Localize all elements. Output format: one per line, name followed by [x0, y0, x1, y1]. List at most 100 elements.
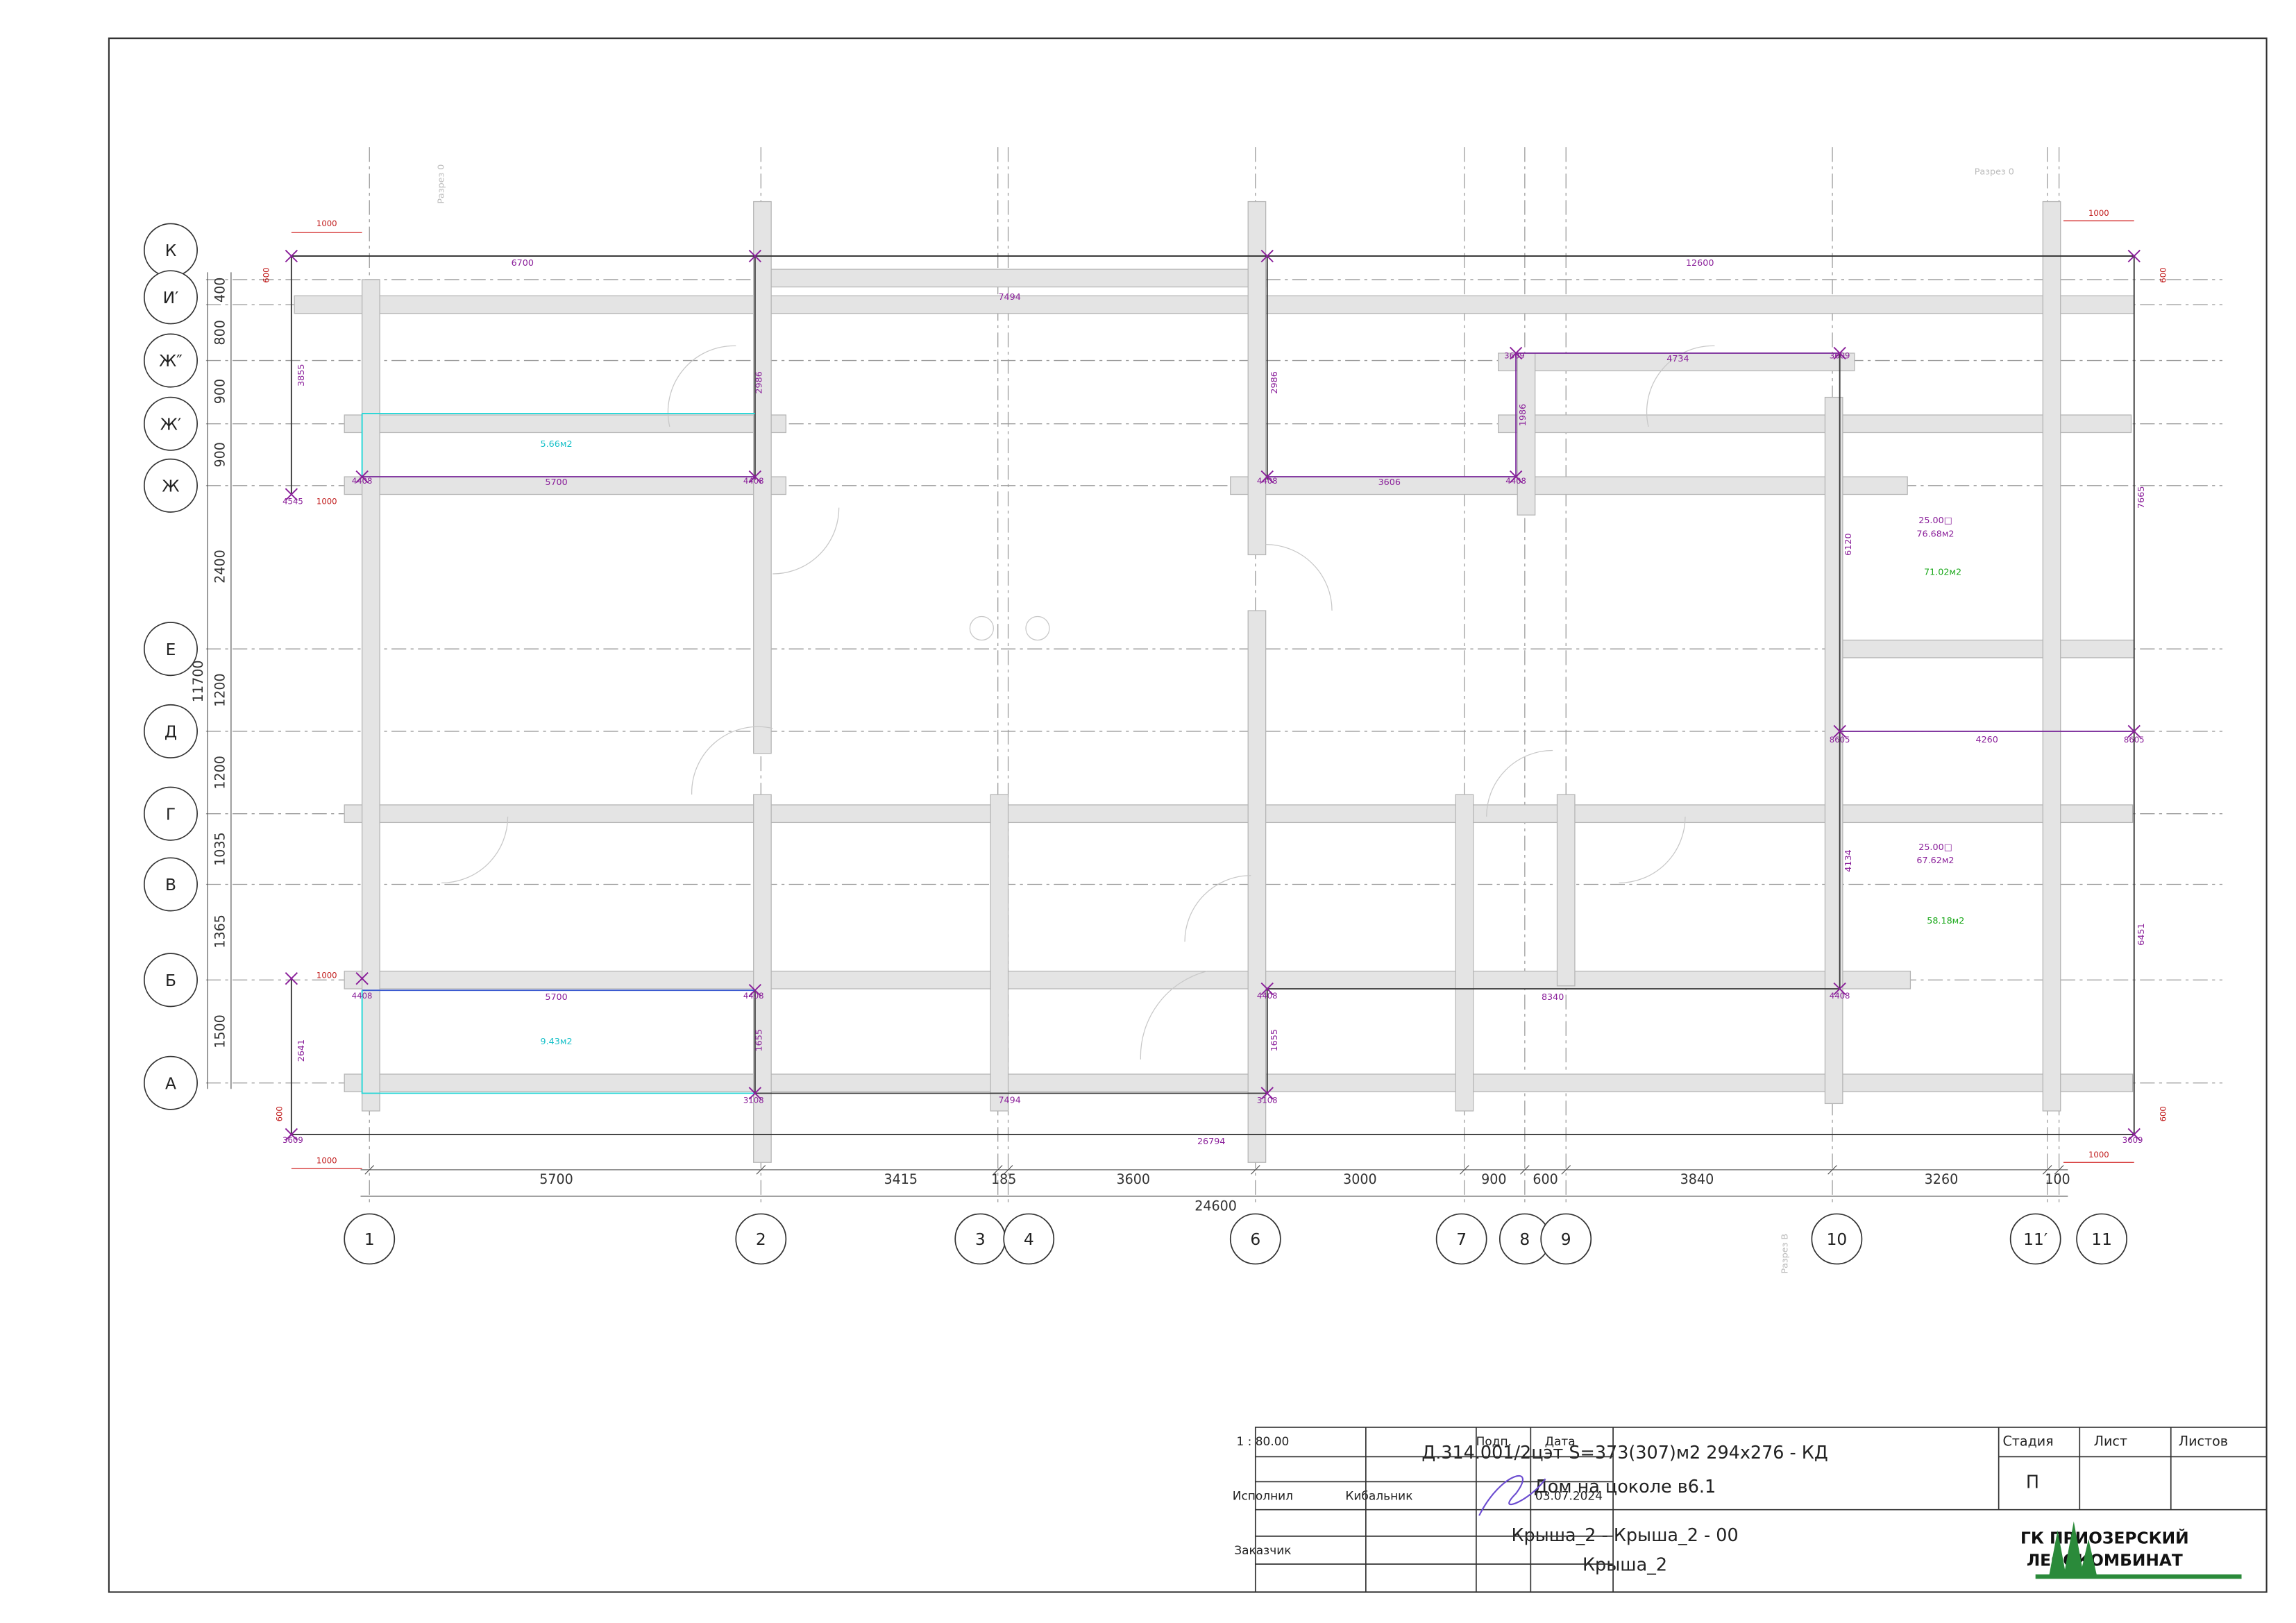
overhang-dimension: 1000	[316, 970, 337, 980]
dimension-label: 3415	[884, 1172, 918, 1187]
axis-bubble	[735, 1213, 787, 1265]
roof-dimension: 7494	[998, 1095, 1020, 1105]
row-axis-label: Г	[166, 805, 176, 824]
dimension-label: 185	[991, 1172, 1016, 1187]
roof-point	[285, 972, 298, 985]
customer-label: Заказчик	[1234, 1543, 1291, 1557]
roof-dimension: 7665	[2136, 486, 2146, 509]
roof-point	[1509, 470, 1523, 484]
row-axis-label: Б	[165, 971, 176, 990]
point-mark: 8605	[2124, 735, 2145, 745]
roof-dimension: 5700	[545, 477, 567, 487]
date: 03.07.2024	[1535, 1489, 1603, 1503]
axis-bubble	[2009, 1213, 2061, 1265]
dimension-label: 1500	[213, 1014, 228, 1048]
roof-dimension: 3606	[1378, 477, 1401, 487]
axis-bubble	[143, 270, 198, 325]
dimension-label: 600	[1533, 1172, 1558, 1187]
company-name: ЛЕСОКОМБИНАТ	[2027, 1551, 2183, 1570]
row-axis-label: К	[165, 241, 177, 260]
sheets-header: Листов	[2179, 1434, 2228, 1450]
column-axis-label: 11′	[2023, 1230, 2048, 1249]
sheet-frame	[108, 37, 2268, 1593]
overhang-dimension: 1000	[2088, 208, 2109, 218]
signature-header: Подп.	[1476, 1434, 1512, 1448]
column-axis-label: 1	[364, 1230, 375, 1249]
point-mark: 3609	[282, 1135, 303, 1145]
dimension-label: 1365	[213, 915, 228, 949]
performer: Кибальник	[1345, 1489, 1412, 1503]
dimension-tick	[1460, 1165, 1469, 1175]
area-label: 9.43м2	[541, 1036, 573, 1046]
performer-label: Исполнил	[1233, 1489, 1293, 1503]
dimension-tick	[1520, 1165, 1530, 1175]
roof-dimension: 4734	[1666, 353, 1689, 364]
axis-bubble	[2076, 1213, 2127, 1265]
row-axis-label: Ж	[162, 477, 179, 495]
company-name: ГК ПРИОЗЕРСКИЙ	[2020, 1529, 2189, 1548]
dimension-label: 900	[213, 442, 228, 467]
project-code: Д.314.001/2цэт S=373(307)м2 294x276 - КД	[1421, 1442, 1827, 1463]
point-mark: 4408	[743, 476, 764, 486]
overhang-dimension: 600	[2159, 1106, 2168, 1121]
dimension-label: 5700	[539, 1172, 573, 1187]
axis-bubble	[1229, 1213, 1281, 1265]
point-mark: 4408	[1505, 476, 1526, 486]
roof-point	[285, 488, 298, 501]
overall-dimension: 11700	[191, 660, 206, 702]
section-mark: Разрез 0	[1975, 167, 2014, 177]
project-name: Дом на цоколе в6.1	[1534, 1476, 1716, 1497]
overall-dimension: 24600	[1195, 1198, 1237, 1214]
dimension-label: 3000	[1343, 1172, 1377, 1187]
overhang-dimension: 1000	[2088, 1150, 2109, 1159]
axis-bubble	[143, 1055, 198, 1110]
dimension-label: 1035	[213, 832, 228, 866]
roof-dimension: 6120	[1843, 533, 1853, 555]
axis-bubble	[143, 622, 198, 677]
roof-dimension: 3855	[296, 364, 306, 386]
roof-point	[1833, 982, 1846, 996]
row-axis-label: И′	[163, 289, 179, 307]
row-axis-label: А	[165, 1074, 176, 1093]
roof-dimension: 6451	[2136, 923, 2146, 945]
point-mark: 8605	[1830, 735, 1850, 745]
overhang-dimension: 600	[2159, 267, 2168, 282]
area-label: 25.00□	[1918, 842, 1952, 852]
overhang-dimension: 600	[274, 1106, 284, 1121]
column-axis-label: 6	[1250, 1230, 1260, 1249]
overhang-dimension: 1000	[316, 219, 337, 228]
walls	[294, 201, 2135, 1163]
roof-dimension: 5700	[545, 992, 567, 1002]
roof-dimension: 1986	[1517, 404, 1528, 426]
area-label: 67.62м2	[1916, 855, 1954, 865]
overhang-dimension: 1000	[316, 1156, 337, 1166]
point-mark: 3108	[1257, 1096, 1278, 1105]
point-mark: 4408	[1830, 991, 1850, 1001]
roof-point	[1260, 249, 1274, 263]
roof-point	[1509, 346, 1523, 360]
overhang-dimension: 600	[261, 267, 271, 282]
column-axis-label: 9	[1561, 1230, 1571, 1249]
roof-dimension: 6700	[512, 257, 534, 268]
axis-bubble	[143, 704, 198, 758]
point-mark: 4408	[1257, 476, 1278, 486]
dimension-tick	[756, 1165, 766, 1175]
axis-bubble	[143, 953, 198, 1008]
dimension-tick	[1251, 1165, 1260, 1175]
column-axis-label: 7	[1456, 1230, 1467, 1249]
axis-bubble	[143, 786, 198, 841]
axis-bubble	[143, 333, 198, 388]
roof-dimension: 12600	[1686, 257, 1714, 268]
roof-point	[1260, 1087, 1274, 1100]
column-axis-label: 3	[975, 1230, 986, 1249]
axis-bubble	[1540, 1213, 1592, 1265]
point-mark: 3108	[743, 1096, 764, 1105]
sheet-header: Лист	[2094, 1434, 2127, 1450]
dimension-tick	[2042, 1165, 2052, 1175]
roof-outline	[290, 255, 2135, 1135]
dimension-label: 3260	[1925, 1172, 1959, 1187]
dimension-label: 400	[213, 278, 228, 303]
row-axis-label: Ж″	[159, 352, 183, 371]
dimension-label: 1200	[213, 673, 228, 707]
roof-point	[748, 470, 761, 484]
